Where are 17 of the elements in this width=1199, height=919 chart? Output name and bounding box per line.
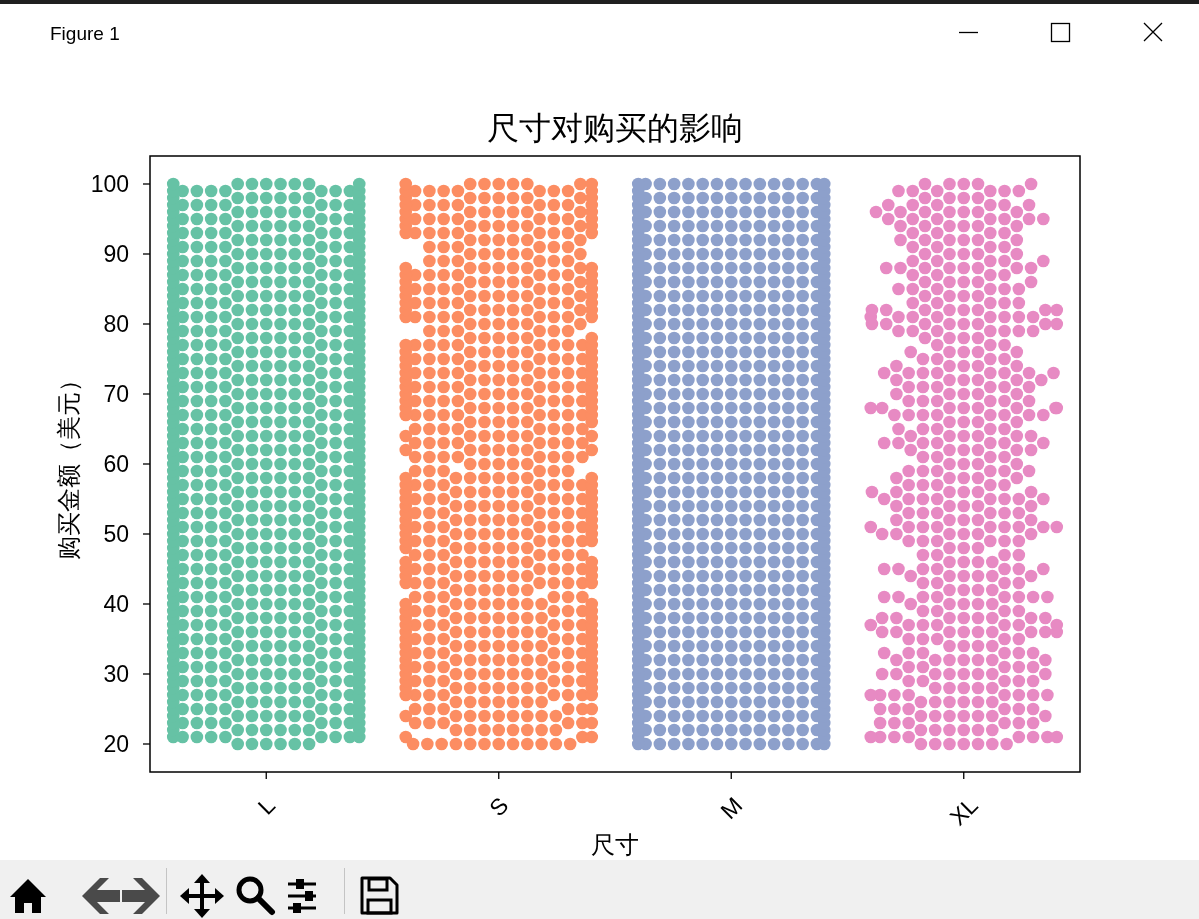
y-tick-label: 60	[103, 451, 129, 477]
x-tick-label: S	[484, 792, 514, 822]
x-tick-label: XL	[944, 791, 984, 831]
x-axis-title: 尺寸	[591, 831, 639, 858]
x-tick-label: L	[252, 791, 281, 820]
y-tick-label: 30	[103, 661, 129, 687]
y-tick-label: 80	[103, 311, 129, 337]
y-tick-label: 90	[103, 241, 129, 267]
y-tick-label: 40	[103, 591, 129, 617]
y-axis-title: 购买金额（美元）	[54, 368, 82, 560]
y-tick-label: 70	[103, 381, 129, 407]
caption: Figure 1	[50, 23, 120, 44]
y-tick-label: 50	[103, 521, 129, 547]
chart-title: 尺寸对购买的影响	[487, 110, 743, 146]
y-tick-label: 20	[103, 731, 129, 757]
y-tick-label: 100	[90, 171, 129, 197]
x-tick-label: M	[715, 792, 748, 824]
